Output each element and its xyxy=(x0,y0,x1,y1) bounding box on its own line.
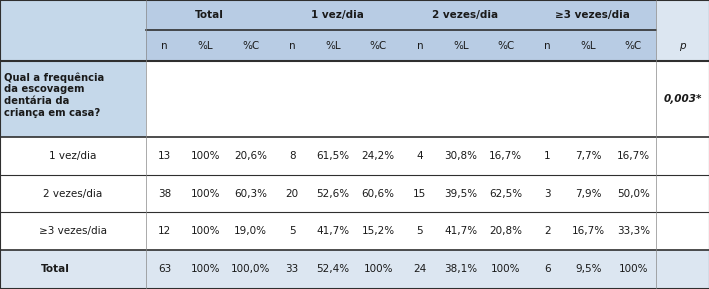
Bar xyxy=(0,212,709,250)
Text: 2: 2 xyxy=(545,226,551,236)
Text: 5: 5 xyxy=(289,226,296,236)
Text: 2 vezes/dia: 2 vezes/dia xyxy=(432,10,498,20)
Text: 61,5%: 61,5% xyxy=(317,151,350,161)
Text: 16,7%: 16,7% xyxy=(489,151,523,161)
Bar xyxy=(0,137,709,175)
Text: 63: 63 xyxy=(158,264,172,275)
Text: 60,3%: 60,3% xyxy=(234,189,267,199)
Text: 1: 1 xyxy=(545,151,551,161)
Text: 41,7%: 41,7% xyxy=(445,226,477,236)
Text: %C: %C xyxy=(497,40,514,51)
Text: 6: 6 xyxy=(545,264,551,275)
Text: ≥3 vezes/dia: ≥3 vezes/dia xyxy=(39,226,107,236)
Text: 100%: 100% xyxy=(191,264,220,275)
Text: 2 vezes/dia: 2 vezes/dia xyxy=(43,189,103,199)
Text: Total: Total xyxy=(40,264,69,275)
Bar xyxy=(657,30,709,61)
Text: Qual a frequência
da escovagem
dentária da
criança em casa?: Qual a frequência da escovagem dentária … xyxy=(4,72,104,118)
Text: 20,6%: 20,6% xyxy=(234,151,267,161)
Text: 100%: 100% xyxy=(191,151,220,161)
Bar xyxy=(146,0,657,30)
Text: 9,5%: 9,5% xyxy=(575,264,602,275)
Text: 20: 20 xyxy=(286,189,298,199)
Text: 38,1%: 38,1% xyxy=(445,264,477,275)
Text: n: n xyxy=(289,40,296,51)
Bar xyxy=(0,175,709,212)
Text: 19,0%: 19,0% xyxy=(234,226,267,236)
Text: ≥3 vezes/dia: ≥3 vezes/dia xyxy=(555,10,630,20)
Text: 100%: 100% xyxy=(364,264,393,275)
Text: 38: 38 xyxy=(158,189,172,199)
Text: 16,7%: 16,7% xyxy=(572,226,605,236)
Text: 20,8%: 20,8% xyxy=(489,226,523,236)
Text: %C: %C xyxy=(242,40,259,51)
Text: 100%: 100% xyxy=(619,264,648,275)
Text: 100%: 100% xyxy=(191,189,220,199)
Text: 100,0%: 100,0% xyxy=(231,264,270,275)
Text: %L: %L xyxy=(325,40,341,51)
Text: n: n xyxy=(162,40,168,51)
Bar xyxy=(0,250,709,289)
Text: n: n xyxy=(545,40,551,51)
Text: %L: %L xyxy=(198,40,213,51)
Text: 3: 3 xyxy=(545,189,551,199)
Text: 16,7%: 16,7% xyxy=(617,151,650,161)
Bar xyxy=(146,30,657,61)
Text: 1 vez/dia: 1 vez/dia xyxy=(311,10,364,20)
Text: 15: 15 xyxy=(413,189,427,199)
Bar xyxy=(146,61,657,137)
Text: 7,7%: 7,7% xyxy=(575,151,602,161)
Text: 60,6%: 60,6% xyxy=(362,189,395,199)
Text: 33: 33 xyxy=(286,264,299,275)
Bar xyxy=(0,61,146,137)
Text: 24: 24 xyxy=(413,264,427,275)
Text: n: n xyxy=(417,40,423,51)
Text: 52,4%: 52,4% xyxy=(317,264,350,275)
Text: 52,6%: 52,6% xyxy=(317,189,350,199)
Bar xyxy=(0,0,146,30)
Bar xyxy=(0,30,146,61)
Text: p: p xyxy=(679,40,686,51)
Text: %C: %C xyxy=(369,40,386,51)
Text: %L: %L xyxy=(581,40,596,51)
Text: 12: 12 xyxy=(158,226,172,236)
Text: 100%: 100% xyxy=(191,226,220,236)
Text: 24,2%: 24,2% xyxy=(362,151,395,161)
Text: 15,2%: 15,2% xyxy=(362,226,395,236)
Text: 33,3%: 33,3% xyxy=(617,226,650,236)
Text: %L: %L xyxy=(453,40,469,51)
Text: 5: 5 xyxy=(417,226,423,236)
Text: 62,5%: 62,5% xyxy=(489,189,523,199)
Text: 1 vez/dia: 1 vez/dia xyxy=(49,151,96,161)
Bar xyxy=(657,61,709,137)
Text: 7,9%: 7,9% xyxy=(575,189,602,199)
Bar xyxy=(657,0,709,30)
Text: 100%: 100% xyxy=(491,264,520,275)
Text: %C: %C xyxy=(625,40,642,51)
Text: 41,7%: 41,7% xyxy=(317,226,350,236)
Text: Total: Total xyxy=(195,10,224,20)
Text: 4: 4 xyxy=(417,151,423,161)
Text: 0,003*: 0,003* xyxy=(664,94,702,104)
Text: 50,0%: 50,0% xyxy=(617,189,650,199)
Text: 8: 8 xyxy=(289,151,296,161)
Text: 39,5%: 39,5% xyxy=(445,189,477,199)
Text: 13: 13 xyxy=(158,151,172,161)
Text: 30,8%: 30,8% xyxy=(445,151,477,161)
